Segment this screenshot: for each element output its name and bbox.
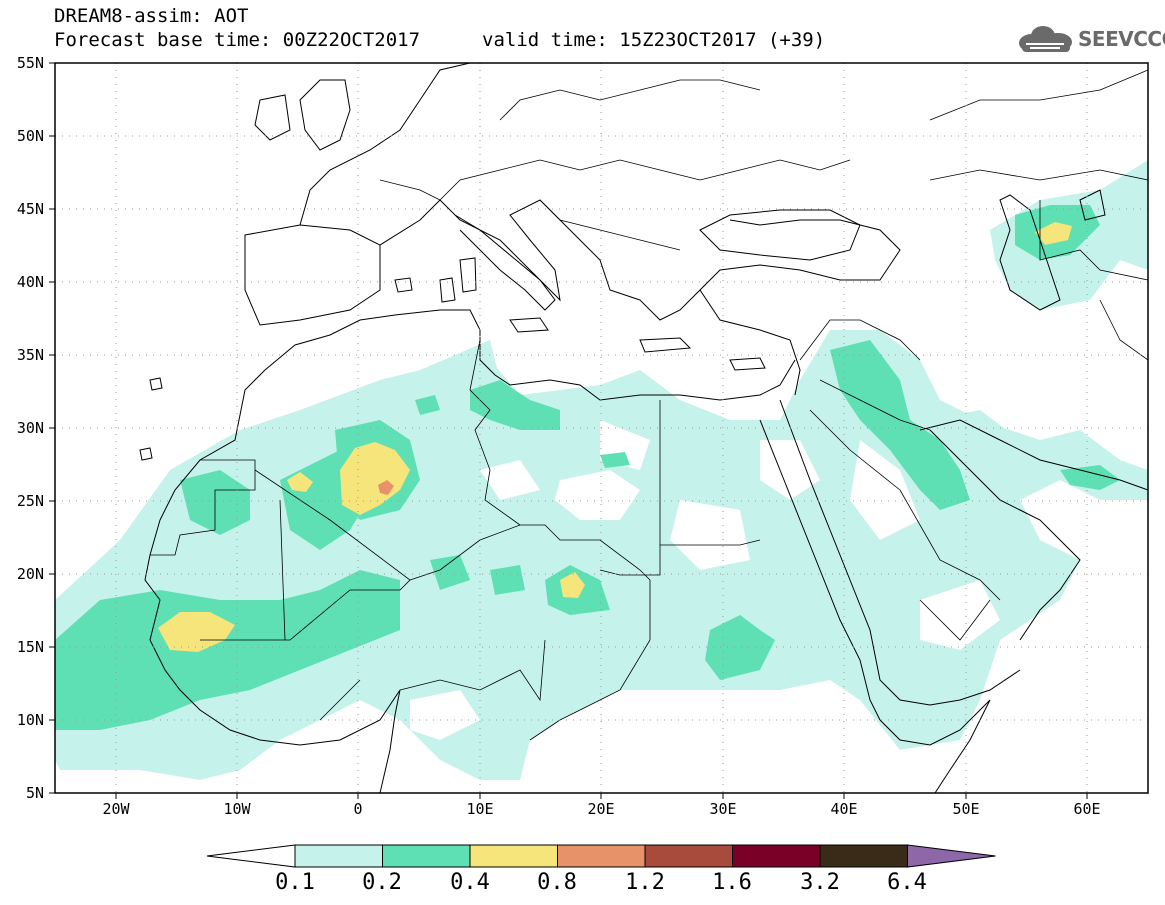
colorbar-label-1-6: 1.6 <box>712 870 752 895</box>
aot-field <box>55 160 1148 780</box>
lon-label-30e: 30E <box>709 800 737 818</box>
lon-label-20w: 20W <box>102 800 130 818</box>
colorbar-label-3-2: 3.2 <box>800 870 840 895</box>
logo-text: SEEVCCC <box>1078 27 1165 51</box>
lat-label-35n: 35N <box>16 346 44 364</box>
lat-label-25n: 25N <box>16 492 44 510</box>
lat-label-5n: 5N <box>25 784 44 802</box>
lon-label-20e: 20E <box>587 800 615 818</box>
cloud-logo-icon <box>1019 26 1072 52</box>
colorbar-label-0-8: 0.8 <box>537 870 577 895</box>
lat-label-50n: 50N <box>16 127 44 145</box>
colorbar-label-0-4: 0.4 <box>450 870 490 895</box>
colorbar-label-6-4: 6.4 <box>887 870 927 895</box>
lat-label-45n: 45N <box>16 200 44 218</box>
axis-ticks <box>49 62 1088 799</box>
grid-lines <box>55 63 1148 793</box>
forecast-base-time: Forecast base time: 00Z22OCT2017 <box>54 29 421 51</box>
lon-label-10e: 10E <box>466 800 494 818</box>
lat-label-55n: 55N <box>16 54 44 72</box>
lon-label-50e: 50E <box>952 800 980 818</box>
lat-label-40n: 40N <box>16 273 44 291</box>
lat-label-20n: 20N <box>16 565 44 583</box>
lon-label-0: 0 <box>353 800 363 818</box>
map-title: DREAM8-assim: AOT <box>54 5 249 27</box>
lat-label-10n: 10N <box>16 711 44 729</box>
country-borders <box>150 69 1148 741</box>
lon-label-10w: 10W <box>223 800 251 818</box>
colorbar-label-1-2: 1.2 <box>625 870 665 895</box>
coastlines <box>139 63 1148 793</box>
valid-time: valid time: 15Z23OCT2017 (+39) <box>482 29 826 51</box>
lat-label-30n: 30N <box>16 419 44 437</box>
lon-label-40e: 40E <box>830 800 858 818</box>
lat-label-15n: 15N <box>16 638 44 656</box>
colorbar-label-0-1: 0.1 <box>275 870 315 895</box>
lon-label-60e: 60E <box>1073 800 1101 818</box>
colorbar-label-0-2: 0.2 <box>362 870 402 895</box>
